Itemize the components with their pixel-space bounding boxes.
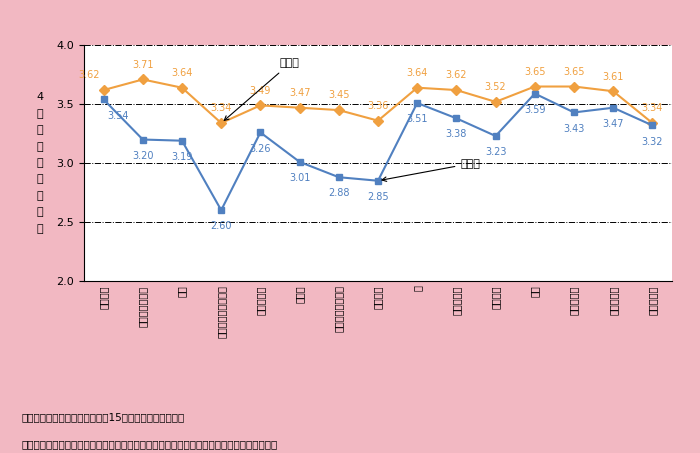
Text: 3.32: 3.32 [642,136,663,146]
Text: 3.19: 3.19 [172,152,193,162]
Text: 3.51: 3.51 [407,114,428,124]
Text: 3.52: 3.52 [485,82,506,92]
Text: 3.62: 3.62 [78,70,99,80]
Text: 戸外遊び: 戸外遊び [99,285,108,309]
Text: 2.88: 2.88 [328,188,349,198]
Text: 3.23: 3.23 [485,147,506,157]
Text: 3.43: 3.43 [564,124,584,134]
Text: 保護者: 保護者 [382,159,480,181]
Text: 3.20: 3.20 [132,151,153,161]
Text: 3.45: 3.45 [328,90,349,101]
Text: 数: 数 [412,285,422,291]
Text: 2.85: 2.85 [368,192,388,202]
Text: 3.34: 3.34 [642,103,663,113]
Text: あいさつ: あいさつ [491,285,500,309]
Text: 3.59: 3.59 [524,105,545,115]
Text: 3.38: 3.38 [446,130,467,140]
Text: 身体的表現: 身体的表現 [648,285,657,315]
Text: 3.64: 3.64 [172,68,193,78]
Text: 音楽的表現: 音楽的表現 [608,285,618,315]
Text: 創作的表現: 創作的表現 [569,285,579,315]
Text: 3.47: 3.47 [603,119,624,129]
Text: 3.64: 3.64 [407,68,428,78]
Text: 2.60: 2.60 [211,222,232,231]
Y-axis label: 4
段
階
評
定
の
平
均
点: 4 段 階 評 定 の 平 均 点 [36,92,43,234]
Text: 整理整頓: 整理整頓 [373,285,383,309]
Text: 3.34: 3.34 [211,103,232,113]
Text: 3.61: 3.61 [603,72,624,82]
Text: 3.54: 3.54 [108,111,130,120]
Text: 3.36: 3.36 [368,101,388,111]
Text: 読書: 読書 [530,285,540,297]
Text: きまり: きまり [295,285,304,303]
Text: 3.26: 3.26 [250,144,271,154]
Text: 3.65: 3.65 [524,67,545,77]
Text: 3.49: 3.49 [250,86,271,96]
Text: 善悪の判断: 善悪の判断 [256,285,265,315]
Text: 安全: 安全 [177,285,187,297]
Text: 保育者: 保育者 [224,58,300,120]
Text: 聞く・話す: 聞く・話す [452,285,461,315]
Text: 3.01: 3.01 [289,173,310,183]
Text: 注：保育者（保育士）と保護者（親）における４段階評定の平均点の分布を示している。: 注：保育者（保育士）と保護者（親）における４段階評定の平均点の分布を示している。 [21,439,277,449]
Text: 3.62: 3.62 [446,70,467,80]
Text: 資料：広島県教育委員会「平成15年度　幼児教育調査」: 資料：広島県教育委員会「平成15年度 幼児教育調査」 [21,412,184,422]
Text: 3.47: 3.47 [289,88,310,98]
Text: 基本的生活習慣: 基本的生活習慣 [138,285,148,327]
Text: コミュニケーション: コミュニケーション [216,285,226,338]
Text: 自然とのかかわり: 自然とのかかわり [334,285,344,333]
Text: 3.65: 3.65 [564,67,584,77]
Text: 3.71: 3.71 [132,60,153,70]
